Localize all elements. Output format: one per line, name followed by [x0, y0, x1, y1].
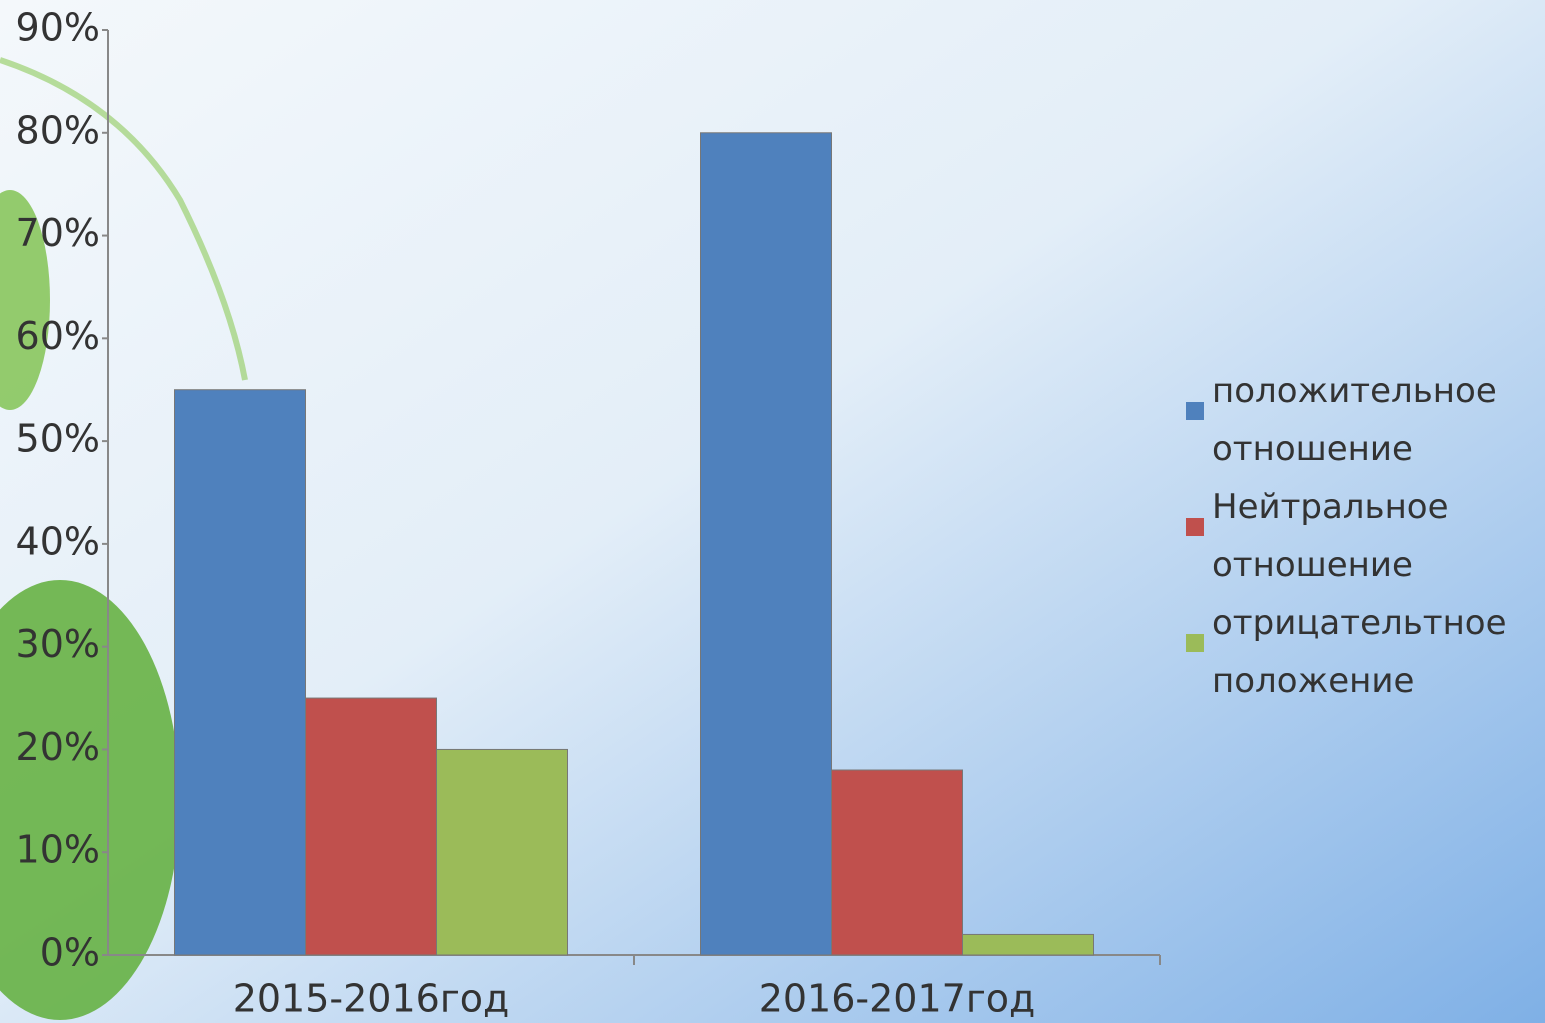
- y-tick-label: 60%: [16, 314, 100, 358]
- legend-label: положительное отношение: [1212, 371, 1497, 469]
- bar: [963, 934, 1094, 955]
- legend-label: Нейтральное отношение: [1212, 487, 1449, 585]
- y-tick-label: 20%: [16, 725, 100, 769]
- bar: [701, 133, 832, 955]
- bar: [306, 698, 437, 955]
- x-tick-label: 2015-2016год: [233, 977, 510, 1021]
- bar: [437, 749, 568, 955]
- y-tick-label: 50%: [16, 417, 100, 461]
- legend-swatch: [1186, 518, 1204, 536]
- legend-label: отрицательтное положение: [1212, 603, 1507, 701]
- legend-item: Нейтральное отношение: [1186, 478, 1536, 594]
- page: 0% 10% 20% 30% 40% 50% 60% 70% 80% 90% 2015-2016го…: [0, 0, 1545, 1023]
- legend-item: отрицательтное положение: [1186, 594, 1536, 710]
- y-tick-label: 80%: [16, 108, 100, 152]
- y-tick-label: 30%: [16, 622, 100, 666]
- y-tick-label: 0%: [40, 931, 100, 975]
- y-tick-label: 10%: [16, 828, 100, 872]
- legend: положительное отношение Нейтральное отнош…: [1186, 362, 1536, 710]
- y-tick-label: 40%: [16, 519, 100, 563]
- bar: [832, 770, 963, 955]
- y-tick-label: 90%: [16, 6, 100, 50]
- legend-swatch: [1186, 634, 1204, 652]
- legend-swatch: [1186, 402, 1204, 420]
- y-tick-label: 70%: [16, 211, 100, 255]
- bar: [175, 390, 306, 955]
- legend-item: положительное отношение: [1186, 362, 1536, 478]
- x-tick-label: 2016-2017год: [759, 977, 1036, 1021]
